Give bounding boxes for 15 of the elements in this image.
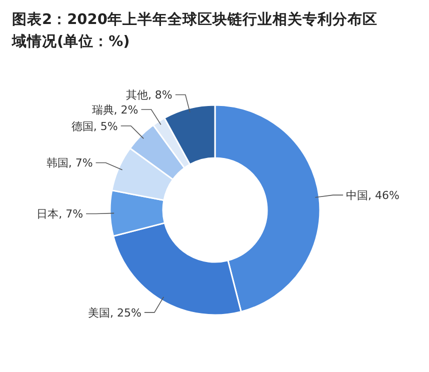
data-label: , 7% [68,156,93,170]
data-label: , 2% [114,104,138,117]
data-label: , 7% [58,208,84,221]
data-label: , 5% [93,120,118,133]
slice-label: 其他 [126,88,148,102]
slice-label: 日本 [36,208,59,221]
slice-label: 韩国 [46,156,68,170]
slice-label: 中国 [346,189,368,202]
data-label: , 46% [368,189,400,202]
data-label: , 25% [110,306,142,320]
slice-label: 德国 [71,120,94,133]
data-label: , 8% [148,88,172,102]
slice-label: 美国 [88,306,110,320]
chart-title: 图表2：2020年上半年全球区块链行业相关专利分布区域情况(单位：%) [11,11,378,50]
slice-label: 瑞典 [92,104,114,117]
